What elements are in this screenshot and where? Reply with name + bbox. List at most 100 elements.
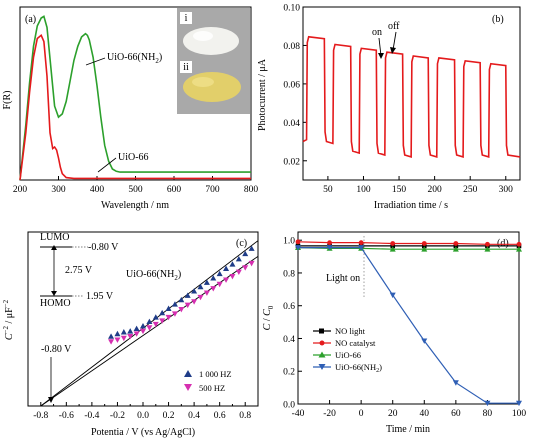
data-point-no-light xyxy=(390,243,396,249)
data-point-500-hz xyxy=(114,337,121,343)
data-point-uio-66-nh2- xyxy=(452,380,459,386)
band-gap-arrow-down xyxy=(51,291,57,296)
legend-marker-1000hz xyxy=(184,370,192,377)
data-point-1-000-hz xyxy=(146,318,153,325)
data-point-500-hz xyxy=(133,331,140,337)
panel-a-series xyxy=(19,15,251,181)
data-point-uio-66 xyxy=(452,246,459,252)
data-point-no-catalyst xyxy=(516,241,522,247)
legend-label-no-catalyst: NO catalyst xyxy=(335,338,376,348)
panel-d-frame xyxy=(297,231,520,405)
data-point-no-light xyxy=(421,243,427,249)
data-point-500-hz xyxy=(184,302,191,309)
panel-d-series xyxy=(295,239,522,407)
series-line-uio-66 xyxy=(19,34,251,181)
panel-c-xlabel: Potentia / V (vs Ag/AgCl) xyxy=(91,427,195,438)
inset-label-i: i xyxy=(185,13,188,24)
panel-d-ytick-label: 0.2 xyxy=(283,368,295,378)
panel-d: (d) C / C0 Time / min -40 -20 0 20 40 60 80 100… xyxy=(262,231,526,435)
panel-a-xtick-label: 200 xyxy=(13,185,28,195)
series-line-photocurrent xyxy=(302,35,521,159)
data-point-uio-66-nh2- xyxy=(484,400,491,407)
data-point-uio-66-nh2- xyxy=(516,400,522,407)
fit-line-2 xyxy=(40,255,259,407)
panel-b-ytick-label: 0.04 xyxy=(283,119,300,129)
data-point-no-catalyst xyxy=(485,241,490,247)
inset-yellow-powder xyxy=(183,72,241,102)
panel-b-off-arrow xyxy=(392,31,397,51)
panel-a-xtick-label: 400 xyxy=(90,185,105,195)
legend-marker-uio66 xyxy=(318,351,326,358)
panel-b-xtick-label: 150 xyxy=(392,185,407,195)
legend-marker-no-catalyst xyxy=(319,340,325,346)
data-point-500-hz xyxy=(223,277,230,283)
panel-c-xtick-label: 0.0 xyxy=(137,411,149,421)
data-point-1-000-hz xyxy=(184,292,191,298)
panel-c-label: (c) xyxy=(236,238,247,249)
inset-label-ii-box xyxy=(180,61,192,73)
data-point-uio-66 xyxy=(484,246,491,252)
data-point-1-000-hz xyxy=(127,328,134,334)
series-line-no-catalyst xyxy=(297,241,519,245)
panel-a-xtick-label: 600 xyxy=(167,185,182,195)
panel-b-xtick-label: 100 xyxy=(356,185,371,195)
data-point-500-hz xyxy=(229,273,236,280)
panel-b-xtick-label: 300 xyxy=(499,185,514,195)
panel-c-frame xyxy=(27,231,259,407)
panel-b-series xyxy=(302,35,521,159)
panel-b: (b) Photocurrent / μA Irradiation time /… xyxy=(257,4,521,211)
panel-a-xtick-label: 300 xyxy=(51,185,66,195)
panel-b-xtick-label: 250 xyxy=(463,185,478,195)
data-point-500-hz xyxy=(140,328,146,335)
data-point-1-000-hz xyxy=(248,245,255,251)
panel-c-xtick-label: -0.8 xyxy=(33,411,48,421)
series-line-uio-66-nh2- xyxy=(298,247,519,404)
panel-c-xtick-label: -0.2 xyxy=(110,411,125,421)
panel-a: (a) F(R) Wavelength / nm 200 300 400 500 600… xyxy=(2,6,258,211)
panel-a-xtick-label: 700 xyxy=(205,185,220,195)
inset-white-powder xyxy=(183,27,239,55)
panel-c-series xyxy=(40,240,259,407)
panel-c-compound-label: UiO-66(NH2) xyxy=(126,269,181,282)
data-point-1-000-hz xyxy=(229,261,236,267)
data-point-1-000-hz xyxy=(114,330,121,337)
panel-a-leader-uio66 xyxy=(97,157,117,173)
panel-c-xtick-label: 0.6 xyxy=(214,411,226,421)
inset-label-i-box xyxy=(180,12,192,24)
data-point-500-hz xyxy=(152,321,159,328)
data-point-500-hz xyxy=(108,339,115,345)
panel-b-on-label: on xyxy=(372,27,382,38)
panel-a-inset-photo: i ii xyxy=(177,8,250,114)
band-gap-value: 2.75 V xyxy=(65,265,93,276)
data-point-uio-66-nh2- xyxy=(295,245,301,251)
panel-d-ytick-label: 1.0 xyxy=(283,237,295,247)
data-point-500-hz xyxy=(203,290,210,296)
data-point-no-catalyst xyxy=(390,241,396,246)
data-point-1-000-hz xyxy=(197,283,204,290)
panel-b-xlabel: Irradiation time / s xyxy=(374,200,448,211)
inset-white-highlight xyxy=(193,31,213,41)
data-point-1-000-hz xyxy=(210,275,217,281)
panel-b-ytick-label: 0.08 xyxy=(283,42,300,52)
panel-b-ytick-label: 0.06 xyxy=(283,80,300,90)
data-point-500-hz xyxy=(146,325,153,331)
panel-a-label-uio66nh2: UiO-66(NH2) xyxy=(107,52,162,65)
data-point-1-000-hz xyxy=(178,296,185,303)
panel-d-xtick-label: -20 xyxy=(323,409,336,419)
data-point-500-hz xyxy=(171,311,178,317)
panel-c-intercept-label: -0.80 V xyxy=(41,344,72,355)
data-point-uio-66-nh2- xyxy=(326,245,333,251)
panel-b-label: (b) xyxy=(492,14,504,25)
panel-d-ytick-label: 0.0 xyxy=(283,401,295,411)
data-point-1-000-hz xyxy=(120,329,127,335)
data-point-500-hz xyxy=(165,314,172,321)
panel-a-label-uio66: UiO-66 xyxy=(118,152,149,163)
data-point-uio-66 xyxy=(516,246,522,252)
panel-c-ylabel: C−2 / μF−2 xyxy=(2,299,15,340)
data-point-no-catalyst xyxy=(358,240,364,246)
panel-d-xlabel: Time / min xyxy=(386,424,430,435)
legend-label-uio66nh2: UiO-66(NH2) xyxy=(335,362,382,374)
panel-d-xtick-label: 80 xyxy=(483,409,493,419)
panel-a-leader-nh2 xyxy=(85,57,106,66)
